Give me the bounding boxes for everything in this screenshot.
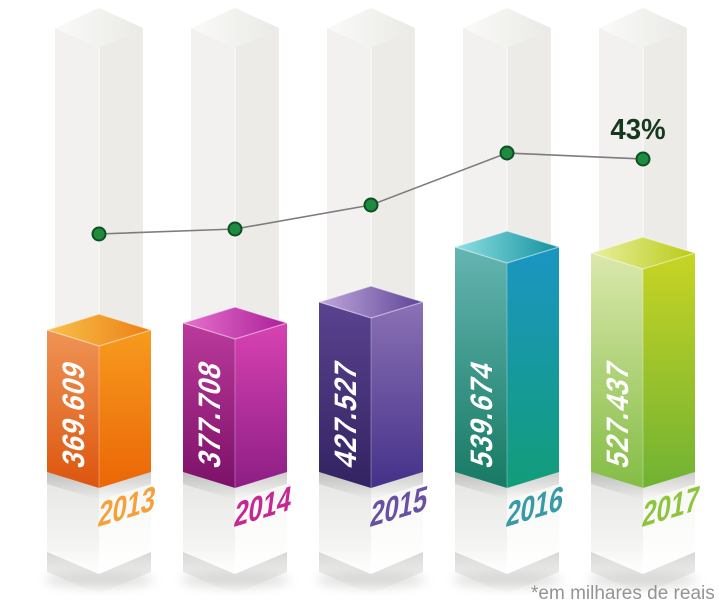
bar-front-face bbox=[235, 323, 287, 488]
bar-top-face bbox=[588, 236, 698, 270]
pillar-top-face bbox=[55, 8, 143, 48]
bar-2015 bbox=[316, 285, 426, 488]
pillar-top-face bbox=[327, 8, 415, 48]
bar-2016 bbox=[452, 230, 562, 488]
pedestal-reflection bbox=[371, 552, 423, 594]
pedestal-2014 bbox=[180, 472, 290, 594]
pedestal-reflection bbox=[319, 552, 371, 594]
bar-left-face bbox=[183, 323, 235, 488]
trend-point-2016 bbox=[499, 145, 515, 161]
bar-front-face bbox=[643, 253, 695, 488]
pedestal-reflection bbox=[643, 552, 695, 594]
bar-drop-shadow bbox=[47, 472, 151, 500]
pillar-top-face bbox=[191, 8, 279, 48]
bar-value-2016: 539.674 bbox=[464, 356, 499, 472]
bar-value-2017: 527.437 bbox=[600, 356, 635, 472]
pedestal-left-face bbox=[183, 472, 235, 574]
bar-top-face bbox=[44, 313, 154, 347]
pedestal-right-face bbox=[235, 472, 287, 574]
pedestal-left-face bbox=[591, 472, 643, 574]
growth-percentage-label: 43% bbox=[610, 114, 666, 146]
bar-left-face bbox=[47, 330, 99, 488]
pedestal-right-face bbox=[507, 472, 559, 574]
bar-front-face bbox=[99, 330, 151, 488]
pedestal-reflection bbox=[455, 552, 507, 594]
pedestal-2017 bbox=[588, 472, 698, 594]
pedestal-left-face bbox=[319, 472, 371, 574]
bar-front-face bbox=[507, 247, 559, 488]
pillar-top-face bbox=[599, 8, 687, 48]
pedestal-reflection bbox=[591, 552, 643, 594]
pedestal-reflection bbox=[507, 552, 559, 594]
bar-value-2015: 427.527 bbox=[328, 356, 363, 472]
bar-top-face bbox=[316, 285, 426, 319]
bar-drop-shadow bbox=[319, 472, 423, 500]
pedestal-2013 bbox=[44, 472, 154, 594]
pedestal-left-face bbox=[455, 472, 507, 574]
bar-drop-shadow bbox=[183, 472, 287, 500]
bar-left-face bbox=[319, 302, 371, 488]
bar-2017 bbox=[588, 236, 698, 488]
bar-drop-shadow bbox=[455, 472, 559, 500]
trend-line-series bbox=[91, 145, 651, 242]
pedestal-left-face bbox=[47, 472, 99, 574]
bar-2014 bbox=[180, 306, 290, 488]
trend-point-2015 bbox=[363, 197, 379, 213]
trend-point-2013 bbox=[91, 226, 107, 242]
pedestal-reflection bbox=[183, 552, 235, 594]
pedestal-reflection bbox=[47, 552, 99, 594]
pedestal-reflection bbox=[235, 552, 287, 594]
bar-front-face bbox=[371, 302, 423, 488]
trend-point-2014 bbox=[227, 221, 243, 237]
pillar-top-face bbox=[463, 8, 551, 48]
pedestal-2015 bbox=[316, 472, 426, 594]
pedestal-reflection bbox=[99, 552, 151, 594]
bar-2013 bbox=[44, 313, 154, 488]
bar-left-face bbox=[591, 253, 643, 488]
bar-top-face bbox=[452, 230, 562, 264]
bar-top-face bbox=[180, 306, 290, 340]
pedestal-right-face bbox=[99, 472, 151, 574]
trend-point-2017 bbox=[635, 151, 651, 167]
pedestal-right-face bbox=[371, 472, 423, 574]
bar-drop-shadow bbox=[591, 472, 695, 500]
pedestal-right-face bbox=[643, 472, 695, 574]
unit-footnote: *em milhares de reais bbox=[531, 583, 715, 600]
bar-value-2013: 369.609 bbox=[56, 356, 91, 472]
bar-left-face bbox=[455, 247, 507, 488]
bar-value-2014: 377.708 bbox=[192, 356, 227, 472]
pedestal-2016 bbox=[452, 472, 562, 594]
